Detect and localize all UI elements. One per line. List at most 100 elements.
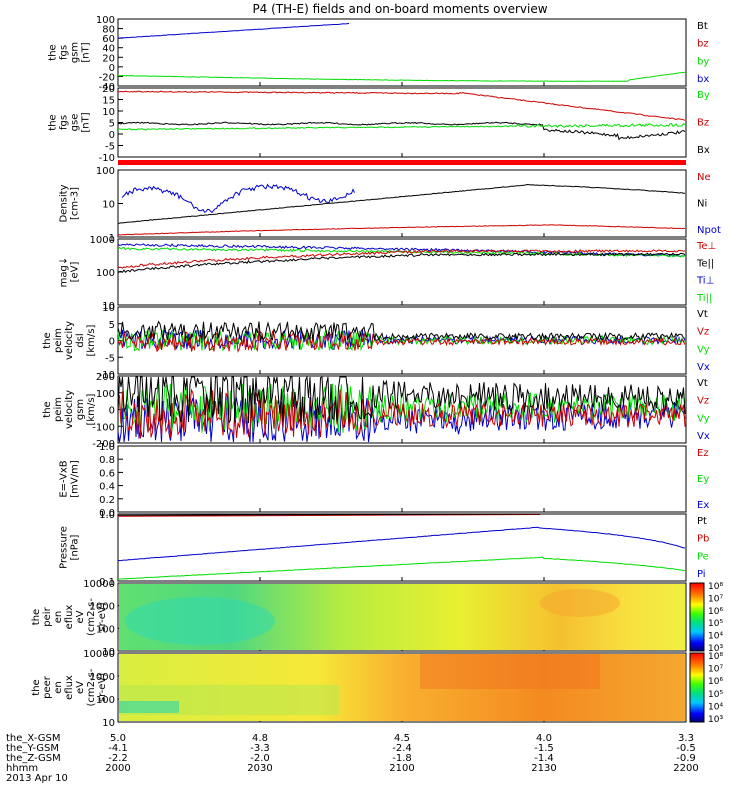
y-axis-label: mag↓	[59, 257, 70, 288]
ti-perp-series	[117, 243, 686, 258]
figure-title: P4 (TH-E) fields and on-board moments ov…	[252, 2, 547, 16]
panel-velocity-dsl: 10 5 0 -5 -10 the peim velocity dsl [km/s] Vt Vz Vy V…	[42, 303, 710, 381]
data-gap-bar	[118, 160, 686, 165]
x-axis-value: 4.0	[536, 733, 552, 744]
y-tick-label: -5	[105, 353, 115, 364]
colorbar	[689, 652, 705, 723]
y-tick-label: 10	[102, 200, 115, 211]
colorbar-label: 10³	[708, 715, 723, 725]
x-axis-row-label: the_X-GSM	[6, 733, 60, 744]
legend-entry: Bx	[697, 145, 710, 156]
x-axis-value: 5.0	[110, 733, 126, 744]
y-tick-label: 60	[102, 34, 115, 45]
y-axis-label: E=-VxB	[59, 460, 70, 497]
x-axis-row-label: hhmm	[6, 763, 38, 774]
y-tick-label: 1	[109, 233, 115, 244]
y-tick-label: 20	[102, 84, 115, 95]
y-tick-label: -200	[92, 439, 115, 450]
colorbar-label: 10⁸	[708, 582, 723, 592]
spectrogram-feature	[119, 701, 179, 713]
legend-entry: Te||	[696, 258, 714, 269]
colorbar-label: 10⁴	[708, 702, 723, 712]
y-tick-label: 0.2	[99, 495, 115, 506]
ne-series	[117, 224, 686, 236]
panel-frame	[117, 169, 687, 238]
x-axis-value: -4.1	[108, 743, 128, 754]
x-axis-value: -2.0	[250, 753, 270, 764]
x-axis-value: 2200	[673, 763, 698, 774]
y-tick-label: 1000	[90, 672, 115, 683]
y-axis-label: [mV/m]	[70, 460, 81, 498]
x-axis-value: 3.3	[678, 733, 694, 744]
x-axis-value: 2030	[247, 763, 272, 774]
panel-temperature: 1000 100 10 mag↓ [eV] Te⊥ Te|| Ti⊥ Ti||	[59, 235, 717, 312]
y-axis-label: peim	[53, 397, 64, 422]
y-axis-label: dsl	[75, 333, 86, 347]
y-axis-label: Density	[59, 184, 70, 222]
y-tick-label: 0.1	[99, 577, 115, 588]
y-tick-label: 10	[102, 647, 115, 658]
y-tick-label: 100	[96, 166, 115, 177]
x-axis-value: 2000	[105, 763, 130, 774]
colorbar-label: 10⁴	[708, 632, 723, 642]
y-tick-label: 0.4	[99, 482, 115, 493]
y-tick-label: 1000	[90, 602, 115, 613]
x-axis-value: -3.3	[250, 743, 270, 754]
y-tick-label: 10	[102, 301, 115, 312]
legend-entry: bx	[697, 74, 709, 85]
legend-entry: Vy	[697, 413, 710, 424]
y-axis-label: velocity	[64, 390, 75, 429]
legend-entry: Vy	[697, 344, 710, 355]
y-tick-label: 0	[109, 130, 115, 141]
panel-frame	[117, 582, 687, 652]
panel-ion-spectrogram: 10000 1000 100 10 the peir en eflux eV (cm2-s-sr-…	[31, 579, 723, 658]
legend-entry: Bt	[697, 21, 708, 32]
legend-entry: Bz	[697, 118, 709, 129]
y-axis-label: the	[31, 609, 42, 625]
y-axis-label: gsm	[70, 42, 81, 63]
panel-frame	[117, 513, 687, 582]
x-axis-value: -2.4	[392, 743, 412, 754]
x-axis-value: 4.5	[394, 733, 410, 744]
legend-entry: Vt	[697, 309, 708, 320]
y-axis-label: peer	[42, 675, 53, 699]
panel-frame	[117, 87, 687, 158]
colorbar-label: 10⁷	[708, 665, 723, 675]
pe-series	[117, 556, 685, 580]
colorbar	[689, 582, 705, 652]
x-axis-value: 2130	[531, 763, 556, 774]
legend-entry: Ti||	[696, 293, 712, 304]
te-perp-series	[117, 249, 686, 269]
y-tick-label: 100	[96, 624, 115, 635]
y-axis-label: Pressure	[59, 526, 70, 569]
y-tick-label: 15	[102, 96, 115, 107]
legend-entry: Pi	[697, 569, 706, 580]
y-axis-label: peir	[42, 606, 53, 626]
y-axis-label: velocity	[64, 321, 75, 360]
y-tick-label: 40	[102, 44, 115, 55]
colorbar-label: 10⁶	[708, 677, 723, 687]
x-axis-row-label: the_Y-GSM	[6, 743, 59, 754]
y-tick-label: 1.0	[99, 510, 115, 521]
y-axis-label: [cm-3]	[70, 187, 81, 220]
legend-entry: Pt	[697, 516, 707, 527]
y-tick-label: 10	[102, 303, 115, 314]
y-axis-label: (cm2-s-	[86, 598, 97, 636]
x-axis-value: -1.8	[392, 753, 412, 764]
y-axis-label: the	[42, 401, 53, 417]
y-axis-label: peim	[53, 328, 64, 353]
te-par-series	[117, 252, 686, 274]
pi-series	[117, 526, 686, 562]
legend-entry: Ni	[697, 199, 707, 210]
legend-entry: by	[697, 56, 709, 67]
y-tick-label: 10000	[83, 649, 115, 660]
pt-series	[117, 513, 541, 516]
y-axis-label: the	[42, 332, 53, 348]
colorbar-label: 10⁵	[708, 690, 723, 700]
colorbar-label: 10³	[708, 644, 723, 654]
y-axis-label: en	[53, 681, 64, 694]
legend-entry: Pe	[697, 551, 709, 562]
legend-entry: Ti⊥	[696, 276, 714, 287]
y-axis-label: the	[31, 679, 42, 695]
